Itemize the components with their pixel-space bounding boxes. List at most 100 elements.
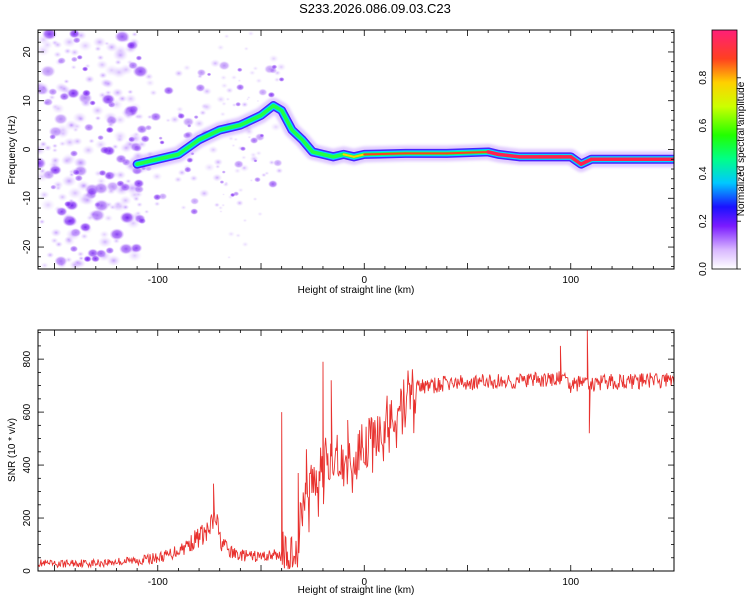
spectrogram-noise-blob <box>58 140 67 147</box>
spectrogram-noise-blob <box>220 82 229 89</box>
spectrogram-noise-blob <box>219 210 223 213</box>
spectrogram-noise-blob <box>248 69 256 76</box>
spectrogram-noise-blob <box>213 158 224 167</box>
spectrogram-noise-blob <box>119 195 132 206</box>
spectrogram-noise-blob <box>221 101 227 107</box>
spectrogram-noise-blob <box>255 77 263 84</box>
spectrogram-noise-blob <box>200 102 213 112</box>
spectrogram-noise-blob <box>221 170 226 174</box>
spectrogram-noise-blob <box>124 93 137 104</box>
ridge-core-segment <box>445 150 490 155</box>
spectrogram-noise-blob <box>118 243 134 255</box>
spectrogram-noise-blob <box>62 36 77 48</box>
spectrogram-noise-blob <box>54 240 64 248</box>
spectrogram-noise-blob <box>201 87 213 96</box>
snr-y-ticks: 0 200 400 600 800 <box>22 332 674 574</box>
ridge-core-segment <box>342 153 355 158</box>
spectrogram-noise-blob <box>41 40 54 50</box>
colorbar-tick-label: 0.0 <box>698 262 709 276</box>
spectrogram-y-tick-label: 20 <box>22 46 33 58</box>
spectrogram-noise-blob <box>38 156 47 170</box>
spectrogram-noise-blob <box>149 112 162 122</box>
spectrogram-noise-blob <box>219 111 226 117</box>
spectrogram-noise-blob <box>65 228 82 241</box>
colorbar-tick-label: 0.8 <box>698 70 709 84</box>
spectrogram-noise-blob <box>114 170 127 180</box>
spectrogram-noise-blob <box>63 78 70 84</box>
spectrogram-noise-blob <box>68 172 75 178</box>
ridge-core-segment <box>569 155 583 166</box>
spectrogram-noise-blob <box>241 155 247 160</box>
spectrogram-noise-blob <box>207 145 219 155</box>
ridge-core-segment <box>579 157 594 166</box>
spectrogram-noise-blob <box>254 176 261 183</box>
spectrogram-noise-blob <box>94 201 101 208</box>
spectrogram-y-tick-label: 0 <box>22 146 33 152</box>
snr-x-tick-label: -100 <box>148 577 168 588</box>
spectrogram-noise-blob <box>53 205 63 213</box>
spectrogram-noise-blob <box>132 65 149 78</box>
spectrogram-noise-blob <box>136 201 143 208</box>
spectrogram-noise-blob <box>72 37 81 44</box>
spectrogram-noise-blob <box>51 147 58 153</box>
snr-x-axis-label: Height of straight line (km) <box>298 585 415 596</box>
spectrogram-noise-blob <box>182 64 192 72</box>
spectrogram-noise-blob <box>247 135 252 139</box>
spectrogram-noise-blob <box>115 154 127 164</box>
spectrogram-noise-blob <box>258 88 268 96</box>
spectrogram-noise-blob <box>237 187 244 193</box>
ridge-core-segment <box>496 152 521 159</box>
spectrogram-noise-blob <box>267 180 278 189</box>
spectrogram-noise-blob <box>241 165 247 171</box>
spectrogram-x-tick-label: 0 <box>361 275 367 286</box>
spectrogram-noise-blob <box>235 101 242 107</box>
spectrogram-noise-blob <box>149 89 158 97</box>
spectrogram-noise-blob <box>69 150 79 157</box>
spectrogram-noise-blob <box>79 222 92 232</box>
spectrogram-noise-blob <box>237 79 242 83</box>
spectrogram-noise-blob <box>267 91 276 98</box>
spectrogram-noise-blob <box>233 160 244 169</box>
spectrogram-noise-blob <box>108 170 119 179</box>
spectrogram-x-tick-label: 100 <box>562 275 579 286</box>
spectrogram-noise-blob <box>112 237 121 244</box>
spectrogram-noise-blob <box>271 64 278 70</box>
spectrogram-noise-blob <box>121 204 130 211</box>
spectrogram-noise-blob <box>249 178 254 183</box>
spectrogram-noise-blob <box>90 105 105 116</box>
spectrogram-noise-blob <box>224 181 229 185</box>
spectrogram-noise-blob <box>257 211 264 217</box>
spectrogram-noise-blob <box>53 113 68 125</box>
spectrogram-noise-blob <box>136 140 148 149</box>
spectrogram-noise-blob <box>43 98 54 107</box>
snr-frame <box>37 329 675 572</box>
spectrogram-noise-blob <box>80 232 89 240</box>
spectrogram-noise-blob <box>215 95 226 104</box>
spectrogram-noise-blob <box>175 105 185 113</box>
spectrogram-noise-blob <box>221 193 226 196</box>
spectrogram-noise-blob <box>230 74 238 81</box>
spectrogram-noise-blob <box>45 251 55 259</box>
spectrogram-noise-blob <box>206 72 212 77</box>
spectrogram-noise-blob <box>189 174 199 182</box>
spectrogram-noise-blob <box>249 151 257 158</box>
spectrogram-y-tick-label: 10 <box>22 95 33 107</box>
spectrogram-x-axis-label: Height of straight line (km) <box>298 285 415 296</box>
spectrogram-noise-blob <box>57 57 67 65</box>
spectrogram-noise-blob <box>216 44 225 51</box>
spectrogram-ridge <box>129 97 674 173</box>
spectrogram-noise-blob <box>211 173 223 182</box>
snr-y-axis-label: SNR (10 * v/v) <box>7 418 18 482</box>
spectrogram-noise-blob <box>97 236 113 248</box>
spectrogram-noise-blob <box>48 126 63 138</box>
spectrogram-noise-blob <box>252 65 259 71</box>
spectrogram-noise-blob <box>233 137 239 142</box>
spectrogram-noise <box>38 30 287 269</box>
spectrogram-noise-blob <box>50 156 61 165</box>
spectrogram-noise-blob <box>70 56 78 63</box>
snr-y-tick-label: 400 <box>22 456 33 473</box>
spectrogram-noise-blob <box>105 41 119 53</box>
spectrogram-noise-blob <box>131 31 138 37</box>
spectrogram-noise-blob <box>72 258 83 267</box>
